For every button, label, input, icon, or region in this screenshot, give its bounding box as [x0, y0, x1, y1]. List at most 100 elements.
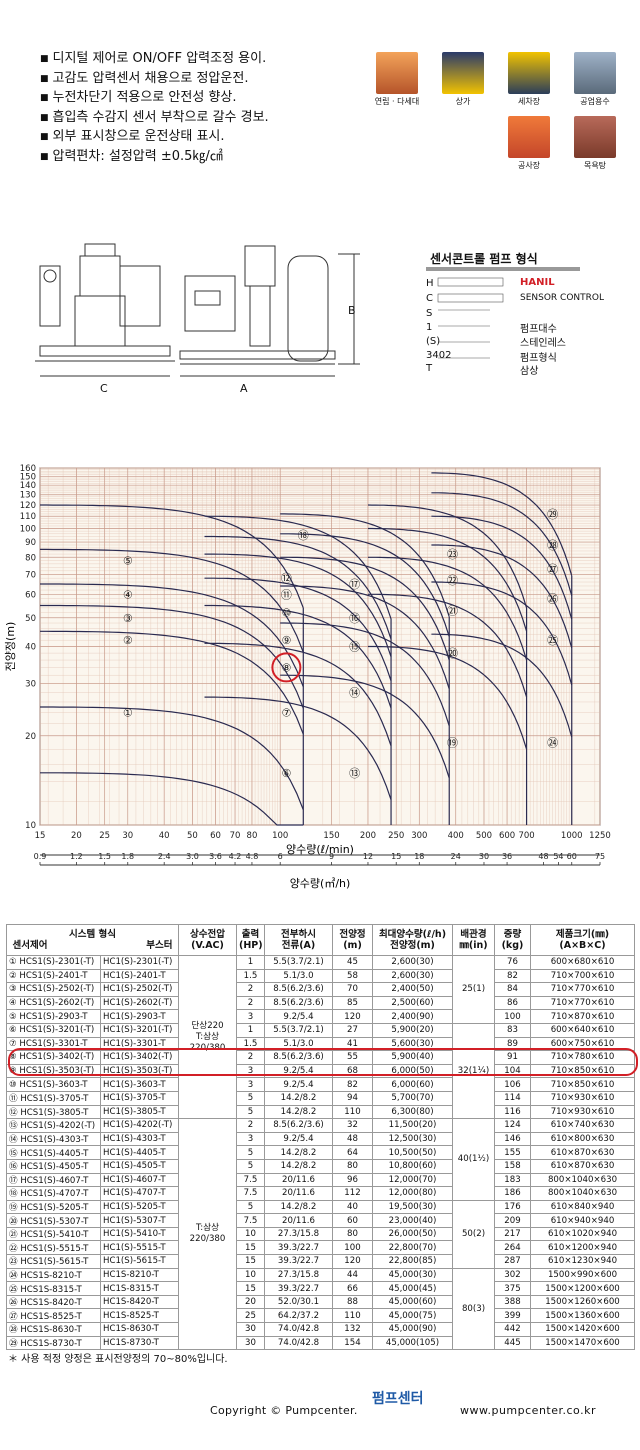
cell-head: 40: [332, 1199, 373, 1215]
application-apartment: 연립 · 다세대: [374, 52, 420, 107]
cell-flow: 10,800(60): [372, 1158, 453, 1174]
pump-curve: [204, 553, 392, 658]
bottom-tick-label: 2.4: [158, 852, 171, 861]
cell-booster-model: HC1(S)-4607-T: [100, 1172, 179, 1188]
pump-curve: [368, 645, 528, 750]
y-tick-label: 40: [25, 643, 36, 653]
cell-head: 45: [332, 955, 373, 970]
pump-curve: [280, 585, 450, 689]
bottom-tick-label: 3.6: [209, 852, 222, 861]
pump-curve: [368, 527, 528, 632]
website-link[interactable]: www.pumpcenter.co.kr: [460, 1404, 596, 1417]
x-tick-label: 200: [360, 831, 376, 841]
shop-icon: [442, 52, 484, 94]
y-tick-label: 100: [20, 525, 36, 535]
table-row: ⑧ HCS1(S)-3402(-T) HC1(S)-3402(-T) 2 8.5(6.…: [6, 1050, 635, 1065]
cell-size: 800×1040×630: [530, 1186, 635, 1201]
performance-chart: 1020304050607080901001101201301401501601…: [4, 464, 611, 890]
table-row: ⑦ HCS1(S)-3301-T HC1(S)-3301-T 1.5 5.1/3.0 4…: [6, 1036, 635, 1052]
pump-curve: [431, 544, 573, 648]
cell-weight: 124: [494, 1118, 531, 1133]
bottom-tick-label: 9: [329, 852, 334, 861]
cell-head: 80: [332, 1158, 373, 1174]
cell-size: 1500×1260×600: [530, 1294, 635, 1310]
table-row: ⑰ HCS1(S)-4607-T HC1(S)-4607-T 7.5 20/11.6 9…: [6, 1172, 635, 1188]
cell-flow: 45,000(90): [372, 1322, 453, 1337]
cell-head: 70: [332, 982, 373, 997]
region-label: ⑰: [349, 578, 360, 591]
cell-flow: 5,900(20): [372, 1022, 453, 1038]
cell-flow: 45,000(75): [372, 1308, 453, 1324]
cell-size: 610×1200×940: [530, 1240, 635, 1256]
region-label: ⑪: [281, 588, 292, 601]
region-label: ③: [123, 612, 133, 625]
pump-drawing: B C A: [35, 243, 360, 395]
cell-output: 2: [236, 995, 265, 1011]
cell-sensor-model: ⑤ HCS1(S)-2903-T: [6, 1009, 101, 1024]
bottom-tick-label: 30: [479, 852, 489, 861]
table-row: ④ HCS1(S)-2602(-T) HC1(S)-2602(-T) 2 8.5(6.…: [6, 995, 635, 1011]
cell-head: 110: [332, 1104, 373, 1120]
cell-output: 25: [236, 1308, 265, 1324]
x-tick-label: 50: [187, 831, 198, 841]
cell-weight: 116: [494, 1104, 531, 1120]
table-row: ③ HCS1(S)-2502(-T) HC1(S)-2502(-T) 2 8.5(6.…: [6, 982, 635, 997]
cell-sensor-model: ② HCS1(S)-2401-T: [6, 968, 101, 984]
cell-weight: 302: [494, 1267, 531, 1283]
cell-head: 154: [332, 1335, 373, 1351]
x-tick-label: 1250: [589, 831, 611, 841]
apartment-icon: [376, 52, 418, 94]
pump-curve: [280, 533, 450, 637]
cell-output: 1: [236, 955, 265, 970]
cell-weight: 375: [494, 1281, 531, 1296]
cell-head: 48: [332, 1131, 373, 1147]
dimension-b-label: B: [348, 304, 356, 317]
region-label: ㉗: [547, 563, 558, 576]
cell-output: 30: [236, 1322, 265, 1337]
cell-booster-model: HC1(S)-5515-T: [100, 1240, 179, 1256]
cell-weight: 83: [494, 1022, 531, 1038]
application-label: 세차장: [517, 97, 541, 106]
code-desc-sensor: SENSOR CONTROL: [520, 293, 604, 303]
region-label: ⑥: [281, 767, 291, 780]
cell-weight: 399: [494, 1308, 531, 1324]
cell-sensor-model: ⑬ HCS1(S)-4202(-T): [6, 1118, 101, 1133]
cell-size: 610×740×630: [530, 1118, 635, 1133]
cell-booster-model: HC1(S)-4202(-T): [100, 1118, 179, 1133]
code-C: C: [426, 293, 433, 304]
model-code-lines: [426, 267, 580, 359]
cell-flow: 2,600(30): [372, 955, 453, 970]
chart-ticks: 1020304050607080901001101201301401501601…: [20, 464, 611, 866]
cell-head: 88: [332, 1294, 373, 1310]
cell-output: 10: [236, 1226, 265, 1242]
bottom-tick-label: 6: [278, 852, 283, 861]
pump-curve: [204, 696, 392, 801]
cell-weight: 209: [494, 1213, 531, 1228]
cell-booster-model: HC1(S)-4707-T: [100, 1186, 179, 1201]
cell-sensor-model: ㉘ HCS1S-8630-T: [6, 1322, 101, 1337]
pump-curve: [40, 504, 304, 609]
cell-output: 5: [236, 1104, 265, 1120]
region-label: ㉕: [547, 634, 558, 647]
cell-output: 3: [236, 1077, 265, 1092]
application-construction: 공사장: [506, 116, 552, 171]
cell-output: 10: [236, 1267, 265, 1283]
cell-sensor-model: ㉖ HCS1S-8420-T: [6, 1294, 101, 1310]
highlight-circle: [271, 652, 302, 683]
cell-current: 74.0/42.8: [264, 1322, 333, 1337]
cell-flow: 22,800(85): [372, 1254, 453, 1269]
cell-sensor-model: ⑥ HCS1(S)-3201(-T): [6, 1022, 101, 1038]
header-size: 제품크기(㎜) (A×B×C): [530, 924, 635, 956]
x-tick-label: 30: [122, 831, 133, 841]
cell-current: 14.2/8.2: [264, 1158, 333, 1174]
pump-curve: [40, 630, 304, 735]
region-label: ㉒: [447, 574, 458, 587]
cell-booster-model: HC1S-8630-T: [100, 1322, 179, 1337]
region-label: ⑳: [447, 647, 458, 660]
cell-head: 132: [332, 1322, 373, 1337]
cell-output: 5: [236, 1145, 265, 1160]
x-tick-label: 60: [210, 831, 221, 841]
cell-weight: 442: [494, 1322, 531, 1337]
cell-sensor-model: ⑫ HCS1(S)-3805-T: [6, 1104, 101, 1120]
application-label: 상가: [455, 97, 471, 106]
